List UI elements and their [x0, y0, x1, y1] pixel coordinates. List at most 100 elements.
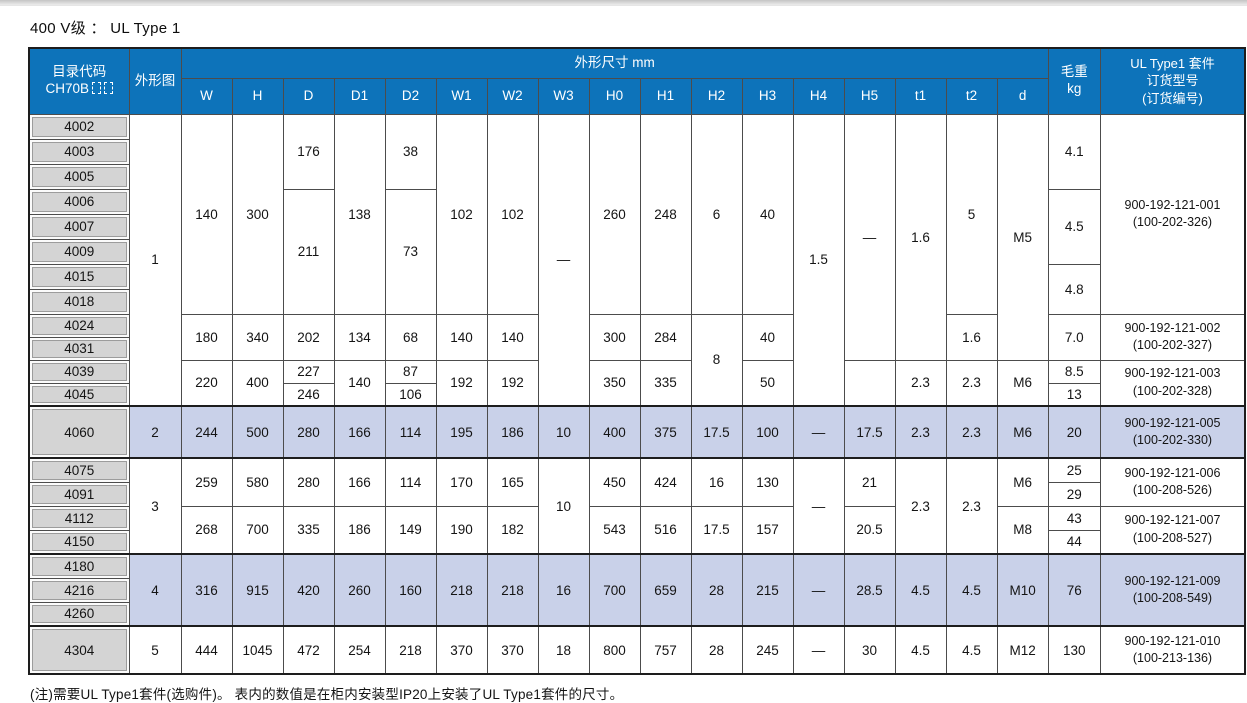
cell-H2: 16 — [690, 457, 743, 507]
table-row: 4007 — [28, 213, 1245, 240]
cell-W: 220 — [180, 359, 233, 407]
cell-W3: — — [537, 113, 590, 407]
cell-d: M6 — [996, 405, 1049, 459]
col-header-weight: 毛重 kg — [1047, 47, 1101, 115]
col-header-dimensions-group: 外形尺寸 mm — [180, 47, 1049, 79]
cell-kg: 4.5 — [1047, 188, 1101, 265]
row-code: 4031 — [28, 336, 130, 361]
cell-D2: 87 — [384, 359, 437, 384]
table-row: 4060 2 244 500 280 166 114 195 186 10 400 375 17.5 10… — [28, 405, 1246, 459]
cell-W: 316 — [180, 553, 233, 627]
cell-fig: 2 — [128, 405, 182, 459]
cell-order: 900-192-121-005 (100-202-330) — [1099, 405, 1246, 459]
cell-W: 444 — [180, 625, 233, 675]
col-header-D1: D1 — [333, 77, 386, 115]
table-row: 4024 180 340 202 134 68 140 140 300 284 8 40 1.6 7.0 9… — [28, 313, 1246, 407]
cell-D: 202 — [282, 313, 335, 361]
cell-t2: 4.5 — [945, 553, 998, 627]
cell-D1: 166 — [333, 457, 386, 507]
cell-W3: 16 — [537, 553, 590, 627]
cell-order: 900-192-121-001 (100-202-326) — [1099, 113, 1246, 315]
cell-H: 1045 — [231, 625, 284, 675]
table-row: 4006 211 73 4.5 — [28, 188, 1245, 315]
cell-H1: 659 — [639, 553, 692, 627]
cell-D2: 218 — [384, 625, 437, 675]
cell-D1: 140 — [333, 359, 386, 407]
row-code: 4091 — [28, 481, 130, 507]
cell-kg: 44 — [1047, 529, 1101, 555]
cell-kg: 25 — [1047, 457, 1101, 483]
cell-D: 227 — [282, 359, 335, 384]
row-code: 4260 — [28, 601, 130, 627]
row-code: 4039 — [28, 359, 130, 384]
cell-t2: 2.3 — [945, 405, 998, 459]
cell-H1: 248 — [639, 113, 692, 315]
col-header-H: H — [231, 77, 284, 115]
row-code: 4005 — [28, 163, 130, 190]
cell-D2: 114 — [384, 457, 437, 507]
cell-D2: 106 — [384, 382, 437, 407]
row-code: 4150 — [28, 529, 130, 555]
table-row: 4045 246 106 13 — [28, 382, 1245, 407]
cell-kg: 13 — [1047, 382, 1101, 407]
cell-H3: 50 — [741, 359, 794, 407]
col-header-t2: t2 — [945, 77, 998, 115]
table-row: 4018 — [28, 288, 1245, 315]
row-code: 4009 — [28, 238, 130, 265]
cell-D: 211 — [282, 188, 335, 315]
cell-H0: 543 — [588, 505, 641, 555]
cell-D2: 114 — [384, 405, 437, 459]
cell-W2: 140 — [486, 313, 539, 361]
cell-fig: 1 — [128, 113, 182, 407]
col-header-D: D — [282, 77, 335, 115]
order-header-line1: UL Type1 套件 — [1130, 55, 1215, 71]
cell-H4: — — [792, 625, 845, 675]
cell-t1: 2.3 — [894, 457, 947, 555]
col-header-H4: H4 — [792, 77, 845, 115]
cell-W2: 218 — [486, 553, 539, 627]
cell-H: 700 — [231, 505, 284, 555]
col-header-catalog-code: 目录代码 CH70B — [28, 47, 130, 115]
cell-kg: 4.1 — [1047, 113, 1101, 190]
page-top-edge — [0, 0, 1247, 6]
cell-t2: 2.3 — [945, 359, 998, 407]
cell-W1: 170 — [435, 457, 488, 507]
cell-H4: — — [792, 457, 845, 555]
cell-order: 900-192-121-007 (100-208-527) — [1099, 505, 1246, 555]
cell-H1: 516 — [639, 505, 692, 555]
col-header-W2: W2 — [486, 77, 539, 115]
cell-W1: 190 — [435, 505, 488, 555]
cell-W1: 218 — [435, 553, 488, 627]
col-header-t1: t1 — [894, 77, 947, 115]
cell-W2: 182 — [486, 505, 539, 555]
table-row: 4150 44 — [28, 529, 1245, 555]
weight-label-line1: 毛重 — [1060, 64, 1088, 80]
cell-H1: 284 — [639, 313, 692, 361]
cell-H3: 40 — [741, 113, 794, 315]
table-row: 4260 — [28, 601, 1245, 627]
col-header-order-number: UL Type1 套件 订货型号 (订货编号) — [1099, 47, 1246, 115]
cell-W1: 370 — [435, 625, 488, 675]
col-header-W: W — [180, 77, 233, 115]
cell-H1: 335 — [639, 359, 692, 407]
row-code: 4024 — [28, 313, 130, 338]
cell-d: M8 — [996, 505, 1049, 555]
row-code: 4304 — [28, 625, 130, 675]
cell-H3: 215 — [741, 553, 794, 627]
table-row: 4015 4.8 — [28, 263, 1245, 315]
cell-W1: 192 — [435, 359, 488, 407]
cell-kg: 7.0 — [1047, 313, 1101, 361]
cell-t2: 5 — [945, 113, 998, 315]
cell-D1: 260 — [333, 553, 386, 627]
cell-H5: 21 — [843, 457, 896, 507]
cell-t1: 4.5 — [894, 553, 947, 627]
cell-fig: 4 — [128, 553, 182, 627]
cell-H5 — [843, 359, 896, 407]
cell-D1: 138 — [333, 113, 386, 315]
row-code: 4075 — [28, 457, 130, 483]
cell-H2: 17.5 — [690, 405, 743, 459]
cell-W3: 18 — [537, 625, 590, 675]
table-row: 4039 220 400 227 140 87 192 192 350 335 50 2.3 2.3 M6… — [28, 359, 1246, 407]
catalog-code-label-line1: 目录代码 — [52, 64, 107, 80]
cell-H5: — — [843, 113, 896, 361]
